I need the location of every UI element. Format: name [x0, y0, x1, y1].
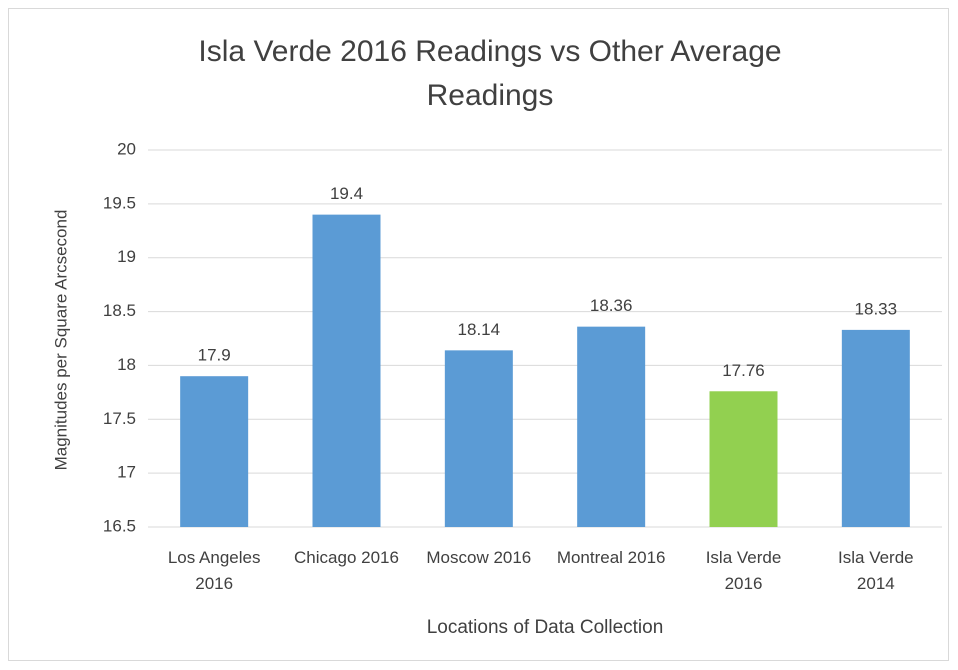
x-tick-label: Moscow 2016	[426, 548, 532, 567]
bar	[709, 391, 778, 527]
y-tick-label: 17.5	[103, 409, 136, 428]
data-label: 18.36	[590, 296, 633, 315]
y-axis-label: Magnitudes per Square Arcsecond	[51, 210, 70, 471]
bar	[841, 329, 910, 527]
bar	[180, 376, 249, 527]
y-tick-label: 19.5	[103, 193, 136, 212]
chart-title: Isla Verde 2016 Readings vs Other Averag…	[198, 35, 782, 112]
data-label: 19.4	[330, 184, 363, 203]
bar	[444, 350, 513, 527]
chart-border	[8, 8, 949, 661]
y-tick-label: 18.5	[103, 301, 136, 320]
x-tick-label: Los Angeles 2016	[167, 548, 261, 593]
x-tick-label: Chicago 2016	[294, 548, 399, 567]
y-tick-label: 18	[117, 355, 136, 374]
y-tick-label: 16.5	[103, 516, 136, 535]
x-tick-label: Isla Verde 2016	[705, 548, 782, 593]
x-tick-label: Isla Verde 2014	[838, 548, 914, 593]
bar	[312, 214, 381, 527]
y-tick-label: 19	[117, 247, 136, 266]
data-label: 17.9	[198, 346, 231, 365]
y-tick-label: 20	[117, 139, 136, 158]
x-tick-label: Montreal 2016	[556, 548, 666, 567]
data-label: 18.14	[458, 320, 501, 339]
y-tick-label: 17	[117, 463, 136, 482]
bar	[577, 326, 646, 527]
data-label: 18.33	[855, 299, 898, 318]
data-label: 17.76	[722, 361, 765, 380]
x-axis-label: Locations of Data Collection	[427, 617, 664, 638]
